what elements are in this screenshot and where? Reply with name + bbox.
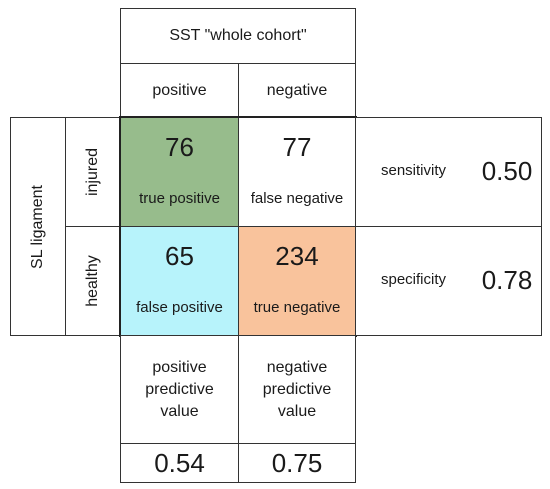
ppv-value: 0.54 — [154, 447, 205, 478]
sst-title-cell: SST "whole cohort" — [120, 8, 356, 64]
true-negative-count: 234 — [275, 241, 319, 271]
npv-label-cell: negative predictive value — [238, 335, 356, 444]
true-negative-label: true negative — [253, 299, 341, 316]
sl-ligament-label: SL ligament — [29, 184, 46, 269]
specificity-label: specificity — [380, 271, 447, 288]
false-negative-cell: 77 false negative — [238, 117, 356, 227]
sensitivity-label: sensitivity — [380, 162, 447, 179]
negative-column-header: negative — [238, 63, 356, 118]
injured-row-header: injured — [65, 117, 121, 227]
false-positive-count: 65 — [165, 241, 194, 271]
ppv-label: positive predictive value — [145, 358, 214, 420]
true-positive-label: true positive — [139, 190, 220, 207]
sensitivity-value: 0.50 — [481, 156, 533, 186]
npv-label: negative predictive value — [262, 358, 332, 420]
false-positive-cell: 65 false positive — [120, 226, 239, 336]
npv-value-cell: 0.75 — [238, 443, 356, 483]
true-positive-count: 76 — [165, 132, 194, 162]
specificity-value: 0.78 — [481, 265, 533, 295]
positive-column-header: positive — [120, 63, 239, 118]
ppv-value-cell: 0.54 — [120, 443, 239, 483]
ppv-label-cell: positive predictive value — [120, 335, 239, 444]
sst-title: SST "whole cohort" — [169, 27, 307, 44]
healthy-row-header: healthy — [65, 226, 121, 336]
sl-ligament-group-cell: SL ligament — [10, 117, 66, 336]
true-positive-cell: 76 true positive — [120, 117, 239, 227]
npv-value: 0.75 — [271, 447, 323, 478]
false-positive-label: false positive — [136, 299, 223, 316]
injured-label: injured — [84, 147, 101, 197]
sensitivity-cell: sensitivity 0.50 — [355, 117, 542, 227]
negative-label: negative — [266, 81, 328, 99]
false-negative-count: 77 — [282, 132, 312, 162]
positive-label: positive — [152, 81, 207, 99]
specificity-cell: specificity 0.78 — [355, 226, 542, 336]
healthy-label: healthy — [84, 255, 101, 307]
false-negative-label: false negative — [250, 190, 344, 207]
true-negative-cell: 234 true negative — [238, 226, 356, 336]
